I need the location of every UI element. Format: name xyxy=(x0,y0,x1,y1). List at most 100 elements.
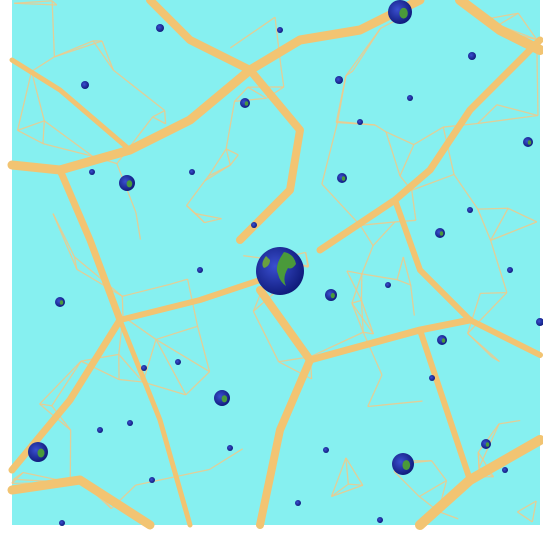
web-fiber xyxy=(411,173,455,191)
web-fiber xyxy=(204,217,222,224)
web-fiber xyxy=(337,75,347,122)
web-fiber xyxy=(51,0,58,6)
globe xyxy=(59,520,65,526)
continent xyxy=(244,101,249,106)
web-fiber xyxy=(351,299,362,304)
web-fiber xyxy=(121,296,124,317)
continent xyxy=(439,231,444,236)
web-fiber xyxy=(80,360,120,381)
continent xyxy=(262,256,270,268)
web-fiber xyxy=(42,142,93,157)
globe xyxy=(197,267,203,273)
globe xyxy=(467,207,473,213)
web-fiber xyxy=(361,245,374,275)
web-fiber xyxy=(155,339,187,396)
web-fiber xyxy=(51,360,82,407)
continent xyxy=(485,442,490,447)
web-strand xyxy=(256,286,314,529)
web-fiber xyxy=(331,483,349,498)
web-fiber xyxy=(393,471,420,497)
web-fiber xyxy=(360,221,395,226)
web-fiber xyxy=(418,480,447,498)
web-fiber xyxy=(279,64,285,88)
web-strand xyxy=(7,475,155,530)
web-strand xyxy=(417,327,473,483)
web-fiber xyxy=(13,471,24,480)
continent xyxy=(399,7,408,19)
web-fiber xyxy=(135,468,210,486)
web-fiber xyxy=(490,221,538,241)
web-fiber xyxy=(229,154,239,166)
web-fiber xyxy=(360,300,364,333)
web-fiber xyxy=(517,511,533,523)
globe xyxy=(377,517,383,523)
web-fiber xyxy=(247,86,267,99)
web-fiber xyxy=(360,300,375,335)
web-fiber xyxy=(122,283,170,297)
web-fiber xyxy=(507,207,538,223)
web-fiber xyxy=(477,207,509,210)
continent xyxy=(126,180,133,188)
web-fiber xyxy=(438,510,459,520)
web-fiber xyxy=(490,240,508,293)
web-fiber xyxy=(186,180,206,206)
web-fiber xyxy=(142,381,187,396)
continent xyxy=(37,448,45,458)
web-fiber xyxy=(229,16,276,49)
web-fiber xyxy=(413,126,444,146)
web-fiber xyxy=(477,423,500,453)
web-fiber xyxy=(17,129,44,145)
web-fiber xyxy=(531,500,537,523)
web-fiber xyxy=(331,484,364,498)
web-fiber xyxy=(321,183,361,226)
globe xyxy=(277,27,283,33)
web-strand xyxy=(316,36,543,254)
web-fiber xyxy=(410,284,415,316)
web-fiber xyxy=(76,268,123,297)
globe xyxy=(141,365,147,371)
globe xyxy=(295,500,301,506)
web-fiber xyxy=(39,360,82,405)
web-fiber xyxy=(234,86,249,102)
web-fiber xyxy=(209,448,243,471)
web-fiber xyxy=(225,148,239,156)
web-fiber xyxy=(155,338,210,373)
continent xyxy=(441,338,446,343)
web-fiber xyxy=(39,403,52,407)
web-fiber xyxy=(351,302,364,333)
web-fiber xyxy=(345,27,382,77)
web-fiber xyxy=(330,457,347,497)
web-fiber xyxy=(252,310,280,363)
web-fiber xyxy=(396,256,404,280)
web-fiber xyxy=(477,104,498,124)
web-fiber xyxy=(152,116,166,125)
web-fiber xyxy=(362,331,383,376)
web-fiber xyxy=(186,205,197,215)
web-fiber xyxy=(52,213,76,258)
globe xyxy=(357,119,363,125)
web-fiber xyxy=(351,273,363,304)
globe xyxy=(189,169,195,175)
web-fiber xyxy=(399,144,415,177)
globe xyxy=(227,445,233,451)
web-fiber xyxy=(345,457,349,485)
web-fiber xyxy=(155,325,198,341)
web-fiber xyxy=(92,40,114,71)
globe xyxy=(156,24,164,32)
web-fiber xyxy=(346,270,362,275)
web-fiber xyxy=(135,212,142,240)
web-fiber xyxy=(402,256,412,286)
web-fiber xyxy=(118,353,144,383)
web-fiber xyxy=(42,120,45,144)
web-fiber xyxy=(363,331,374,335)
web-fiber xyxy=(345,457,364,486)
web-strand xyxy=(9,57,133,153)
web-fiber xyxy=(101,40,114,71)
web-fiber xyxy=(453,174,479,210)
continent xyxy=(402,460,411,471)
web-fiber xyxy=(517,500,537,513)
web-fiber xyxy=(367,400,423,408)
web-fiber xyxy=(385,131,415,146)
